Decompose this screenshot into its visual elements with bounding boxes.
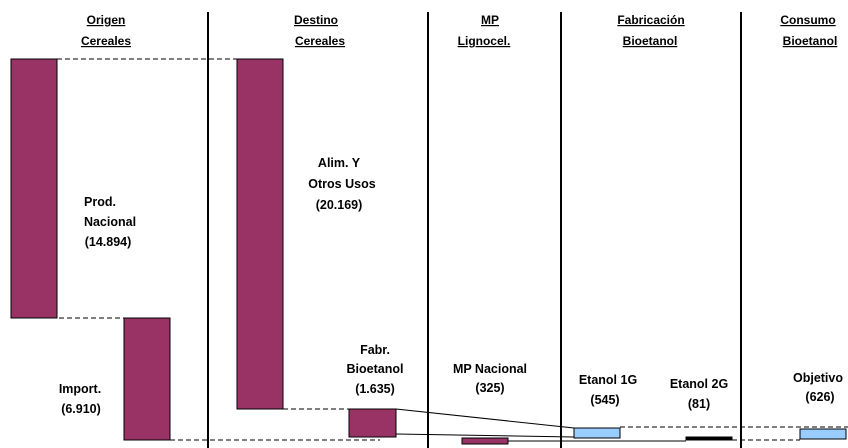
- etanol-1g-block: [573, 427, 621, 439]
- header-origen-line2: Cereales: [81, 34, 131, 48]
- import-block: [123, 317, 171, 441]
- etanol-2g-label: Etanol 2G: [670, 377, 728, 391]
- prod-nacional-label-line2: Nacional: [84, 215, 136, 229]
- prod-nacional-block: [10, 58, 58, 319]
- flow-fabr-to-etanol1g-top: [395, 408, 575, 429]
- import-value: (6.910): [61, 402, 101, 416]
- etanol-2g-value: (81): [688, 397, 710, 411]
- prod-nacional-label-line1: Prod.: [84, 195, 116, 209]
- mp-nacional-block: [461, 437, 509, 445]
- alim-otros-block: [236, 58, 284, 410]
- fabr-bioetanol-label-line1: Fabr.: [360, 343, 390, 357]
- mp-nacional-value: (325): [475, 381, 504, 395]
- solid-connectors: [395, 408, 686, 442]
- alim-otros-label-line1: Alim. Y: [318, 156, 361, 170]
- fabr-bioetanol-value: (1.635): [355, 382, 395, 396]
- fabr-bioetanol-block: [348, 408, 397, 438]
- objetivo-label: Objetivo: [793, 371, 843, 385]
- etanol-2g-block: [685, 436, 733, 441]
- header-origen-line1: Origen: [87, 13, 126, 27]
- import-label: Import.: [59, 382, 101, 396]
- header-fabricacion-line2: Bioetanol: [623, 34, 678, 48]
- header-fabricacion-line1: Fabricación: [617, 13, 684, 27]
- mp-nacional-label: MP Nacional: [453, 362, 527, 376]
- header-mp-line2: Lignocel.: [458, 34, 511, 48]
- header-consumo-line2: Bioetanol: [783, 34, 838, 48]
- column-dividers: [207, 12, 742, 448]
- block-labels: Prod. Nacional (14.894) Import. (6.910) …: [59, 156, 844, 416]
- flow-blocks: [10, 58, 847, 445]
- prod-nacional-value: (14.894): [85, 235, 132, 249]
- column-headers: Origen Cereales Destino Cereales MP Lign…: [81, 13, 837, 48]
- flow-fabr-to-etanol1g-bottom: [395, 433, 575, 438]
- alim-otros-value: (20.169): [316, 198, 363, 212]
- objetivo-block: [799, 428, 847, 440]
- header-destino-line2: Cereales: [295, 34, 345, 48]
- etanol-1g-label: Etanol 1G: [579, 373, 637, 387]
- objetivo-value: (626): [805, 390, 834, 404]
- header-mp-line1: MP: [481, 13, 499, 27]
- header-consumo-line1: Consumo: [780, 13, 835, 27]
- etanol-1g-value: (545): [590, 393, 619, 407]
- fabr-bioetanol-label-line2: Bioetanol: [347, 362, 404, 376]
- alim-otros-label-line2: Otros Usos: [308, 177, 375, 191]
- header-destino-line1: Destino: [294, 13, 338, 27]
